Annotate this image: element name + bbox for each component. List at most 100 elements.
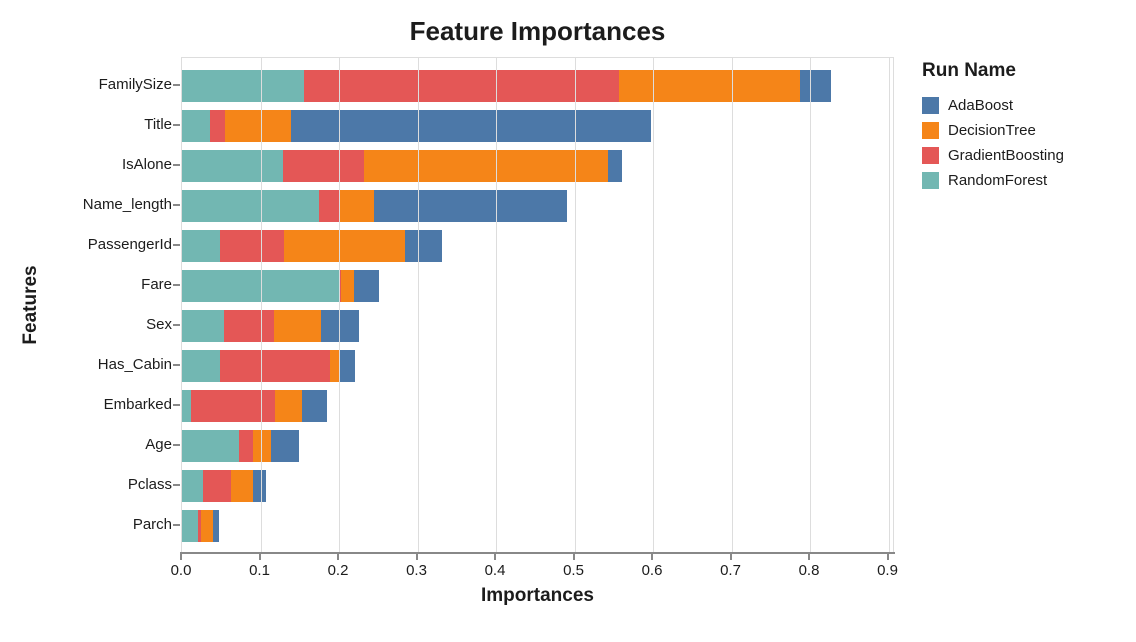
bar-segment-gradientboosting-pclass[interactable] [203, 470, 231, 502]
bar-segment-gradientboosting-title[interactable] [210, 110, 226, 142]
bar-segment-gradientboosting-sex[interactable] [224, 310, 274, 342]
x-tick-label: 0.6 [641, 562, 663, 579]
y-tick-mark [173, 484, 180, 486]
x-tick-mark [494, 554, 496, 560]
y-tick-mark [173, 364, 180, 366]
bar-segment-gradientboosting-isalone[interactable] [283, 150, 365, 182]
y-tick-label-embarked: Embarked [103, 396, 172, 413]
bar-segment-randomforest-has_cabin[interactable] [182, 350, 221, 382]
bar-segment-decisiontree-has_cabin[interactable] [330, 350, 339, 382]
y-tick-label-has_cabin: Has_Cabin [97, 356, 172, 373]
x-tick-label: 0.3 [406, 562, 427, 579]
bar-segment-gradientboosting-parch[interactable] [198, 510, 201, 542]
bar-segment-decisiontree-pclass[interactable] [230, 470, 253, 502]
bar-segment-decisiontree-sex[interactable] [273, 310, 321, 342]
bar-segment-gradientboosting-age[interactable] [238, 430, 254, 462]
bar-segment-gradientboosting-has_cabin[interactable] [220, 350, 331, 382]
bar-segment-adaboost-title[interactable] [291, 110, 652, 142]
y-tick-label-sex: Sex [146, 316, 172, 333]
y-tick-mark [173, 244, 180, 246]
bar-segment-decisiontree-fare[interactable] [341, 270, 354, 302]
gridline [260, 58, 262, 552]
bar-segment-decisiontree-title[interactable] [225, 110, 292, 142]
legend-label: AdaBoost [948, 97, 1014, 114]
bar-segment-decisiontree-embarked[interactable] [275, 390, 303, 422]
bar-segment-randomforest-name_length[interactable] [182, 190, 320, 222]
y-tick-mark [173, 404, 180, 406]
bar-segment-randomforest-isalone[interactable] [182, 150, 284, 182]
bar-segment-adaboost-name_length[interactable] [374, 190, 567, 222]
legend-swatch-adaboost [922, 97, 939, 114]
y-tick-label-familysize: FamilySize [98, 76, 172, 93]
bar-segment-adaboost-passengerid[interactable] [404, 230, 442, 262]
legend-item-decisiontree[interactable]: DecisionTree [922, 122, 1064, 139]
bar-segment-gradientboosting-name_length[interactable] [319, 190, 340, 222]
gridline [810, 58, 811, 552]
y-tick-mark [173, 124, 180, 126]
y-tick-mark [173, 324, 180, 326]
bar-segment-adaboost-parch[interactable] [212, 510, 219, 542]
bar-segment-adaboost-embarked[interactable] [302, 390, 328, 422]
x-tick-mark [415, 554, 418, 560]
bar-segment-randomforest-passengerid[interactable] [182, 230, 221, 262]
y-tick-label-name_length: Name_length [82, 196, 172, 213]
legend-item-adaboost[interactable]: AdaBoost [922, 97, 1064, 114]
y-tick-mark [173, 84, 180, 86]
legend-swatch-randomforest [922, 172, 939, 189]
bar-segment-adaboost-familysize[interactable] [799, 70, 832, 102]
bar-segment-randomforest-embarked[interactable] [182, 390, 191, 422]
bar-segment-decisiontree-passengerid[interactable] [284, 230, 405, 262]
legend: Run Name AdaBoost DecisionTree GradientBoo… [922, 60, 1064, 197]
x-axis-title: Importances [481, 585, 594, 606]
x-tick-label: 0.1 [249, 562, 270, 579]
gridline [496, 58, 497, 552]
bar-segment-decisiontree-age[interactable] [253, 430, 272, 462]
bar-segment-randomforest-parch[interactable] [182, 510, 199, 542]
bar-segment-adaboost-fare[interactable] [353, 270, 380, 302]
legend-item-randomforest[interactable]: RandomForest [922, 172, 1064, 189]
bar-segment-decisiontree-name_length[interactable] [339, 190, 375, 222]
bar-segment-randomforest-pclass[interactable] [182, 470, 204, 502]
x-tick-label: 0.2 [327, 562, 349, 579]
x-tick-mark [651, 554, 653, 560]
bar-segment-decisiontree-familysize[interactable] [619, 70, 800, 102]
y-tick-label-fare: Fare [141, 276, 172, 293]
bar-segment-decisiontree-parch[interactable] [200, 510, 213, 542]
x-tick-mark [258, 554, 261, 560]
x-tick-label: 0.7 [720, 562, 741, 579]
y-tick-label-age: Age [145, 436, 172, 453]
bar-segment-gradientboosting-fare[interactable] [339, 270, 342, 302]
bar-segment-decisiontree-isalone[interactable] [364, 150, 609, 182]
y-tick-mark [173, 204, 180, 206]
legend-item-gradientboosting[interactable]: GradientBoosting [922, 147, 1064, 164]
bar-segment-gradientboosting-embarked[interactable] [190, 390, 276, 422]
bar-segment-randomforest-age[interactable] [182, 430, 239, 462]
y-tick-mark [173, 284, 180, 286]
x-tick-mark [808, 554, 810, 560]
x-tick-mark [886, 554, 889, 560]
bar-segment-adaboost-isalone[interactable] [608, 150, 622, 182]
bar-segment-gradientboosting-passengerid[interactable] [220, 230, 285, 262]
x-tick-mark [337, 554, 339, 560]
x-tick-mark [729, 554, 732, 560]
bar-segment-adaboost-pclass[interactable] [252, 470, 266, 502]
x-tick-label: 0.9 [877, 562, 898, 579]
bar-segment-randomforest-title[interactable] [182, 110, 211, 142]
bar-segment-gradientboosting-familysize[interactable] [304, 70, 620, 102]
bar-segment-adaboost-age[interactable] [271, 430, 299, 462]
bar-segment-randomforest-sex[interactable] [182, 310, 225, 342]
bar-segment-randomforest-familysize[interactable] [182, 70, 305, 102]
legend-items: AdaBoost DecisionTree GradientBoosting Rand… [922, 97, 1064, 189]
bar-segment-adaboost-has_cabin[interactable] [339, 350, 355, 382]
legend-swatch-gradientboosting [922, 147, 939, 164]
x-axis-line [180, 552, 895, 554]
y-tick-mark [173, 444, 180, 446]
y-tick-label-isalone: IsAlone [121, 156, 172, 173]
y-tick-label-passengerid: PassengerId [87, 236, 172, 253]
legend-label: DecisionTree [948, 122, 1036, 139]
y-tick-label-parch: Parch [132, 516, 172, 533]
gridline [731, 58, 733, 552]
x-tick-label: 0.5 [563, 562, 584, 579]
gridline [339, 58, 340, 552]
y-tick-mark [173, 524, 180, 526]
